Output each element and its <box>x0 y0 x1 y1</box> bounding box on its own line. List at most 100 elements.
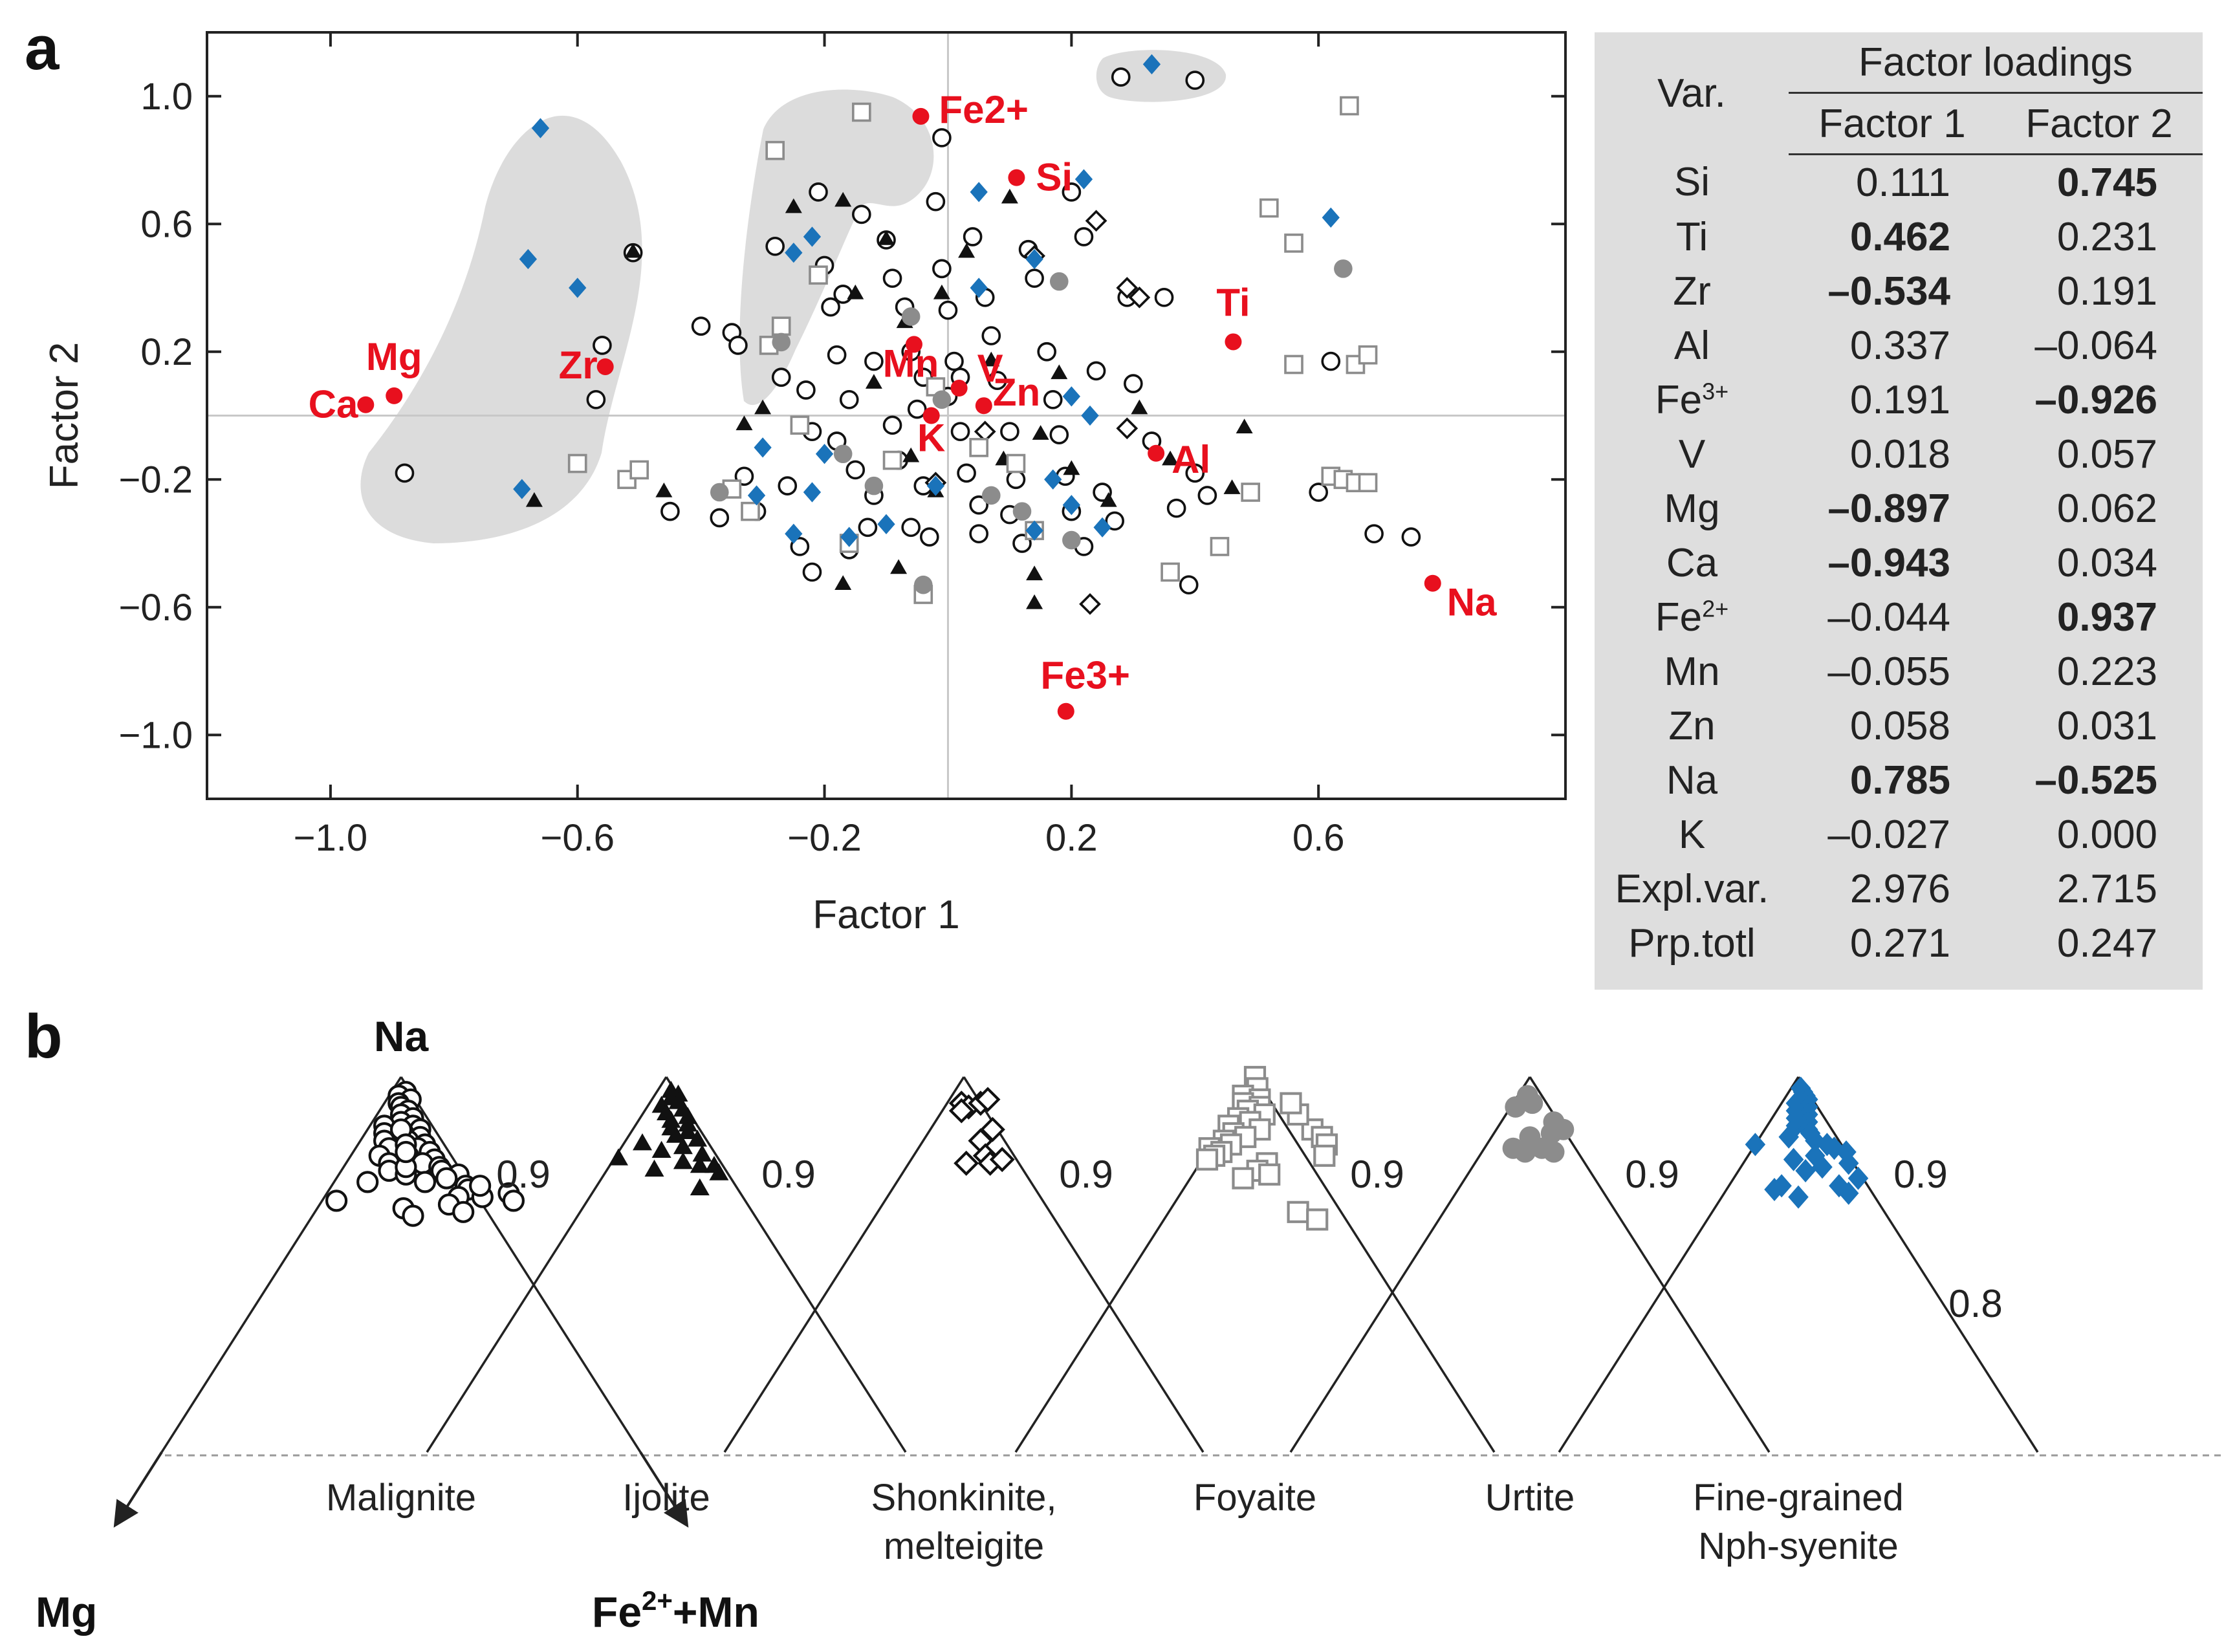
triangle-point <box>624 243 642 258</box>
rock-type-label: Malignite <box>326 1477 476 1519</box>
y-tick-label: −0.2 <box>119 459 193 501</box>
triangle-point <box>1223 479 1241 494</box>
open-circle-point <box>1043 389 1063 409</box>
rock-type-label: Foyaite <box>1194 1477 1316 1519</box>
loading-factor-2: 0.937 <box>2056 594 2157 640</box>
triangle-point <box>847 284 864 299</box>
blue-diamond-point <box>785 243 803 263</box>
row-variable-symbol: V <box>1678 431 1706 477</box>
open-square-point <box>882 450 902 470</box>
y-tick-label: −0.6 <box>119 587 193 629</box>
row-variable: Fe3+ <box>1595 373 1789 427</box>
open-square-point <box>1006 453 1026 473</box>
open-square-point <box>969 438 989 457</box>
ternary-panel-2: 0.9 Ijolite <box>426 1076 907 1519</box>
triangle-point <box>651 1140 671 1158</box>
open-circle-point <box>771 367 791 387</box>
gridline-label: 0.9 <box>496 1153 550 1196</box>
triangle-point <box>933 284 950 299</box>
row-variable: Ti <box>1595 210 1789 264</box>
open-circle-point <box>1049 425 1069 444</box>
loading-factor-2: 0.223 <box>2056 649 2157 694</box>
loading-factor-1: 0.018 <box>1849 431 1950 477</box>
triangle-point <box>1026 594 1043 609</box>
triangle-point <box>958 243 976 258</box>
loading-factor-1: 0.058 <box>1849 703 1950 748</box>
triangle-right-edge <box>1797 1076 2039 1453</box>
triangle-left-edge <box>1558 1076 1800 1453</box>
blue-diamond-point <box>877 514 895 534</box>
variable-point-ti <box>1225 333 1242 351</box>
triangle-point <box>525 492 543 507</box>
open-circle-point <box>1401 527 1421 547</box>
loading-factor-2: 2.715 <box>2056 866 2157 911</box>
triangle-point <box>1001 188 1018 204</box>
triangle-point <box>678 1122 698 1139</box>
blue-diamond-point <box>1025 520 1043 541</box>
blue-diamond-point <box>1783 1147 1804 1171</box>
open-square-point <box>1287 1201 1309 1223</box>
loading-row: Ca –0.943 0.034 <box>1595 536 2203 590</box>
blue-diamond-point <box>803 226 822 247</box>
loading-factor-1: –0.943 <box>1827 540 1950 585</box>
row-variable-charge: 2+ <box>1702 594 1729 622</box>
open-circle-point <box>356 1171 379 1193</box>
triangle-point <box>673 1152 693 1169</box>
open-circle-point <box>938 300 958 320</box>
triangle-point <box>834 575 852 590</box>
blue-diamond-point <box>1044 469 1062 490</box>
row-variable-symbol: Al <box>1673 323 1710 368</box>
y-tick-label: 1.0 <box>140 76 193 118</box>
variable-label: Zn <box>993 371 1040 414</box>
open-circle-point <box>919 527 939 547</box>
y-axis-label: Factor 2 <box>42 342 87 489</box>
loading-factor-1: –0.897 <box>1827 486 1950 531</box>
row-variable-symbol: Ca <box>1666 540 1718 585</box>
loading-row: Si 0.111 0.745 <box>1595 155 2203 210</box>
open-diamond-point <box>1116 417 1139 440</box>
row-variable: Expl.var. <box>1595 862 1789 916</box>
gridline-label: 0.9 <box>1350 1153 1404 1196</box>
open-square-point <box>1313 1144 1336 1167</box>
row-variable-symbol: Ti <box>1675 214 1708 259</box>
open-square-point <box>1210 537 1230 556</box>
open-diamond-point <box>975 1087 1001 1113</box>
ternary-panel-3: 0.9 Shonkinite, melteigite <box>723 1076 1205 1567</box>
open-circle-point <box>796 380 816 400</box>
triangle-right-edge <box>400 1076 642 1453</box>
triangle-point <box>1131 399 1148 415</box>
variable-point-si <box>1008 169 1025 186</box>
factor-1-column-header: Factor 1 <box>1789 92 1996 155</box>
variable-point-fe2plus <box>912 107 930 125</box>
open-square-point <box>1358 473 1378 493</box>
open-circle-point <box>790 537 810 556</box>
row-variable-symbol: Prp.totl <box>1628 920 1756 966</box>
loading-factor-1: 0.271 <box>1849 920 1950 966</box>
open-circle-point <box>1364 524 1384 544</box>
open-square-point <box>771 316 791 336</box>
var-column-header: Var. <box>1657 71 1726 116</box>
blue-diamond-point <box>1062 386 1081 407</box>
gridline-label: 0.9 <box>761 1153 815 1196</box>
blue-diamond-point <box>1795 1159 1816 1182</box>
loading-factor-2: 0.231 <box>2056 214 2157 259</box>
panel-label-b: b <box>25 1002 63 1071</box>
open-circle-point <box>932 128 952 147</box>
loading-factor-1: –0.027 <box>1827 812 1950 857</box>
row-variable: Zr <box>1595 264 1789 318</box>
open-diamond-point <box>989 1147 1015 1173</box>
grey-circle-point <box>864 476 884 495</box>
open-circle-point <box>452 1201 475 1223</box>
blue-diamond-point <box>569 277 587 298</box>
open-circle-point <box>907 399 927 419</box>
open-circle-point <box>395 1140 417 1164</box>
ternary-panel-6: 0.9 0.8 Fine-grained Nph-syenite <box>1558 1076 2039 1567</box>
open-circle-point <box>778 476 798 495</box>
triangle-point <box>785 198 802 213</box>
loading-row: Fe3+ 0.191 –0.926 <box>1595 373 2203 427</box>
open-circle-point <box>1179 575 1199 595</box>
blue-diamond-point <box>531 118 550 138</box>
open-square-point <box>1232 1167 1254 1190</box>
open-circle-point <box>1074 227 1094 246</box>
